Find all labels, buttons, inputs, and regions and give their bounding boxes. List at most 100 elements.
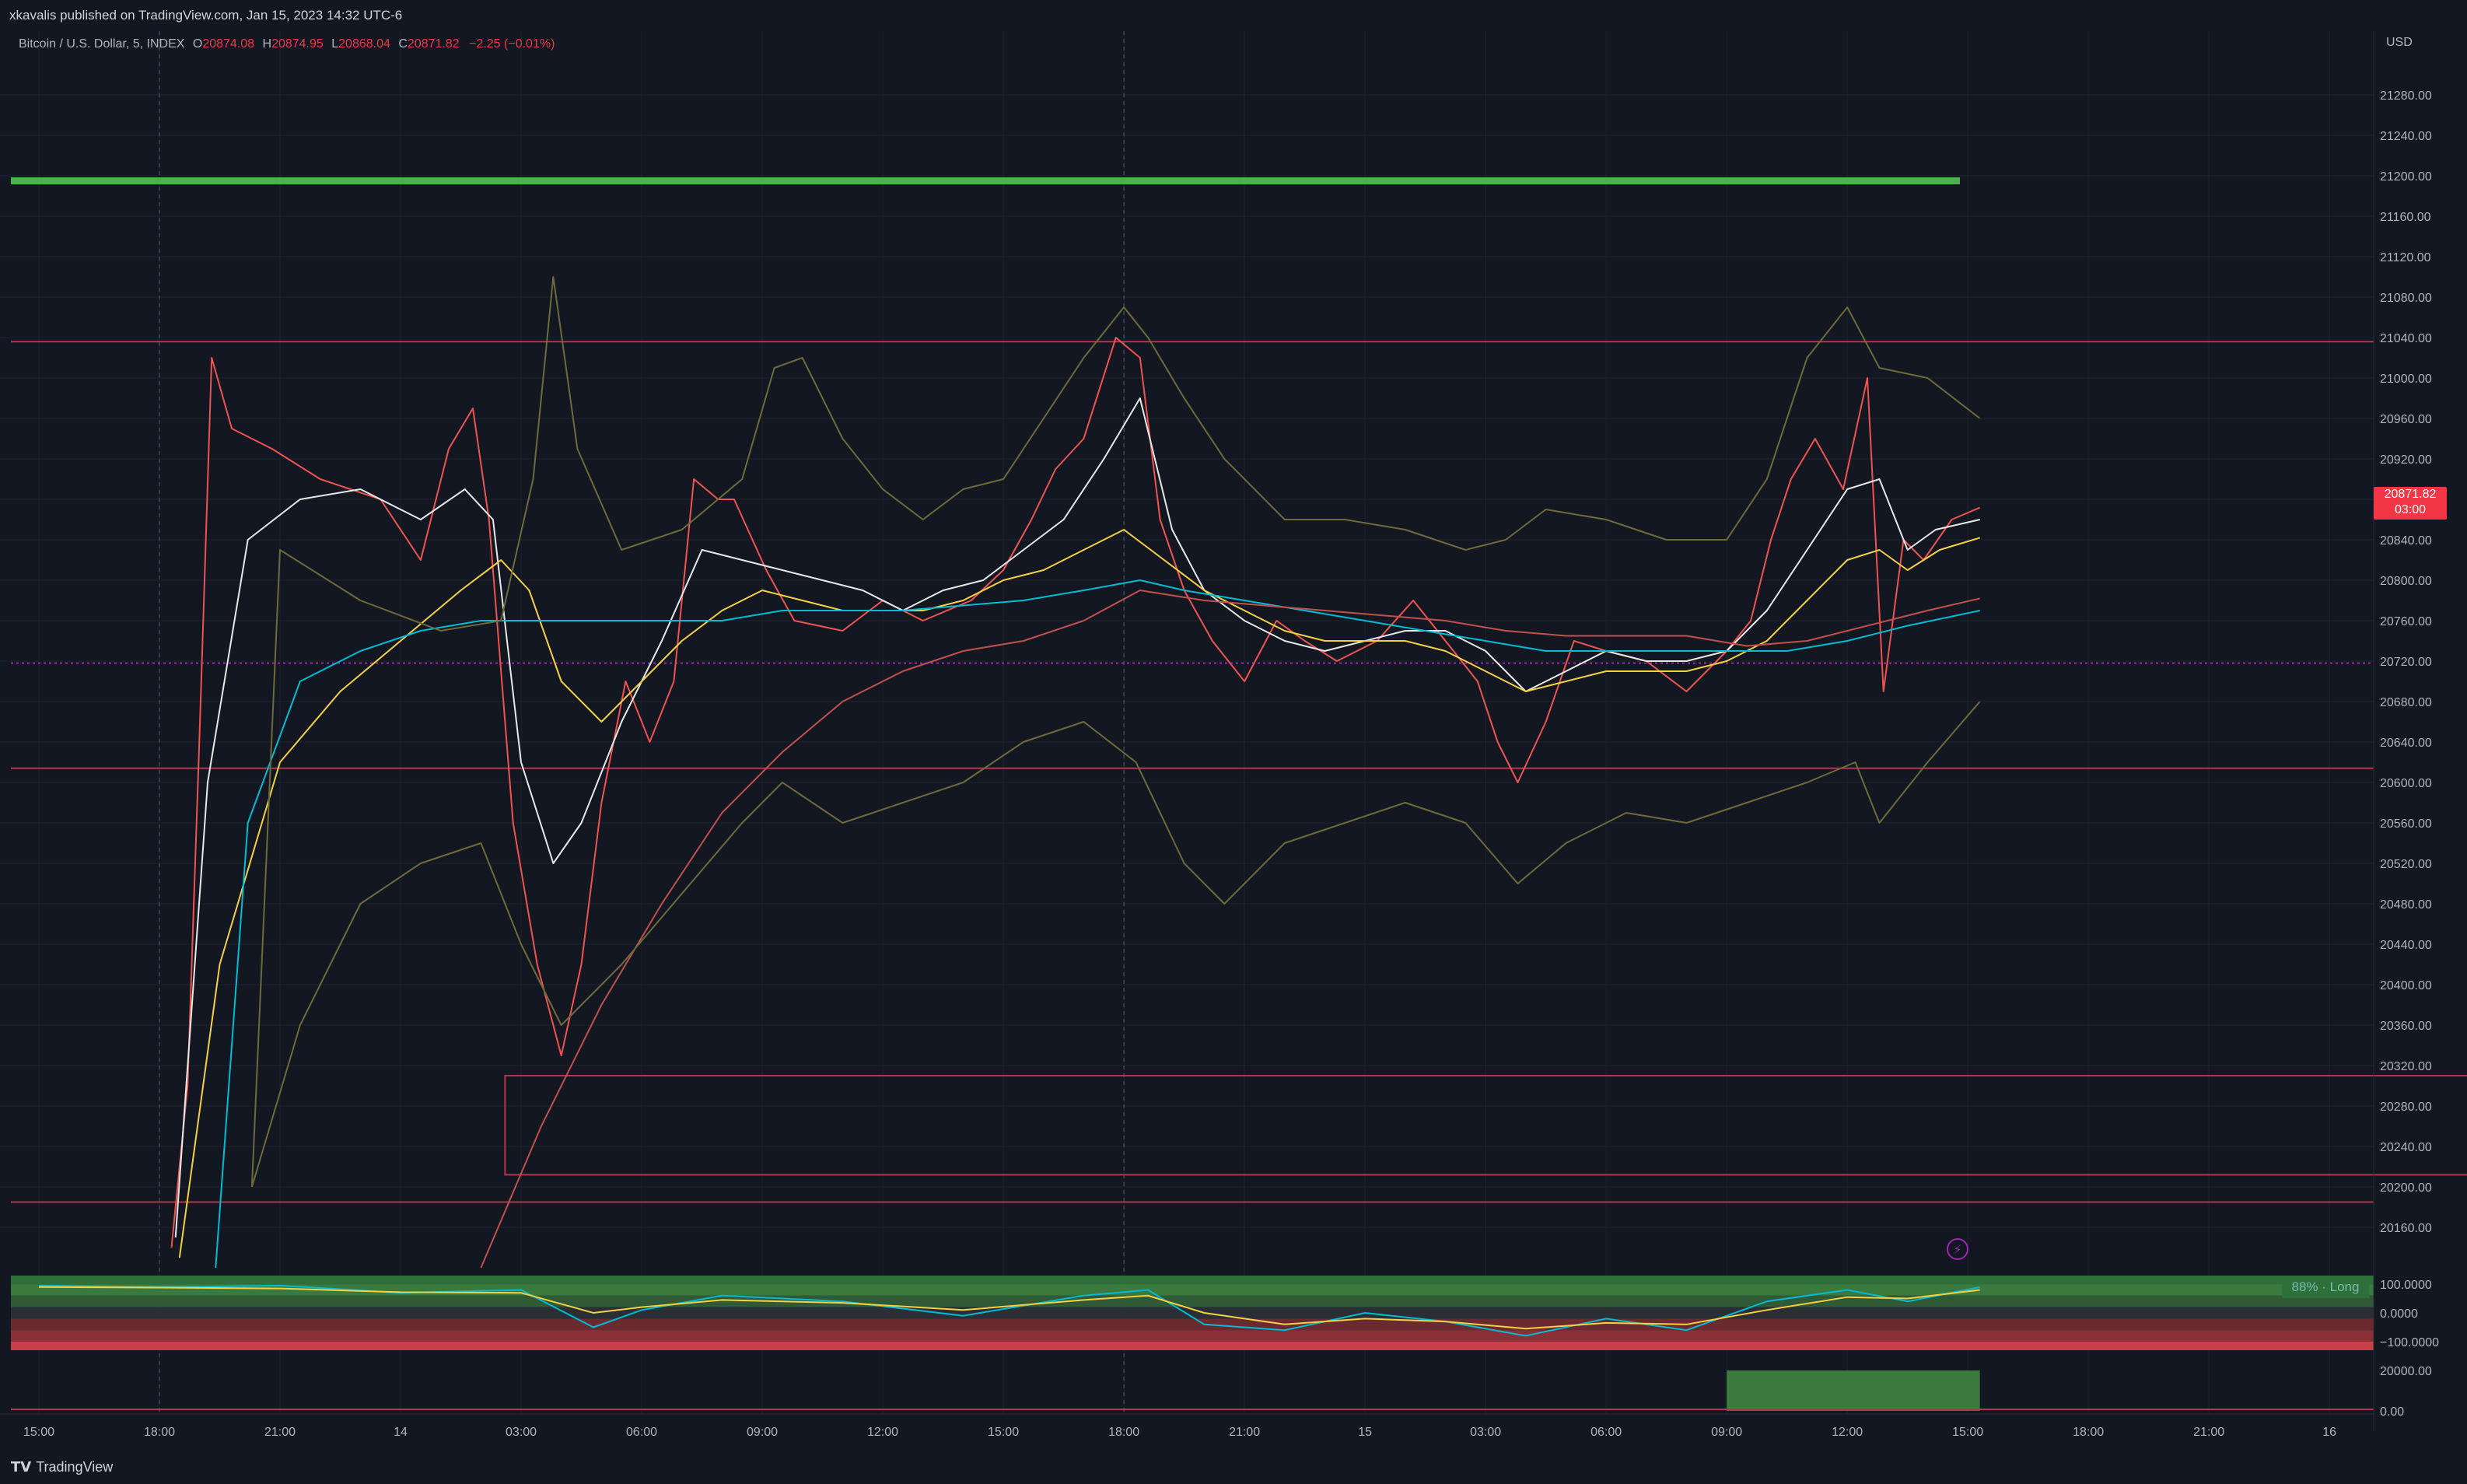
price-tick-label: 21240.00 [2380, 130, 2432, 143]
oscillator-band [11, 1307, 2374, 1319]
time-tick-label: 21:00 [2193, 1426, 2224, 1439]
currency-label[interactable]: USD [2386, 36, 2413, 49]
oscillator-band [11, 1284, 2374, 1296]
price-tick-label: 20520.00 [2380, 858, 2432, 871]
series-line-3 [215, 579, 1980, 1269]
price-tick-label: 20320.00 [2380, 1060, 2432, 1073]
price-tick-label: 20920.00 [2380, 453, 2432, 467]
high-value: 20874.95 [271, 37, 324, 51]
price-tick-label: 20560.00 [2380, 817, 2432, 831]
price-tick-label: 21040.00 [2380, 332, 2432, 345]
low-label: L [331, 37, 339, 51]
oscillator-line-0 [38, 1284, 1980, 1337]
open-value: 20874.08 [202, 37, 255, 51]
time-tick-label: 12:00 [867, 1426, 898, 1439]
time-tick-label: 18:00 [1108, 1426, 1139, 1439]
brand-name: TradingView [36, 1459, 114, 1475]
price-tick-label: 20480.00 [2380, 898, 2432, 912]
volume-pane [11, 1370, 2374, 1411]
symbol-legend: Bitcoin / U.S. Dollar, 5, INDEX O20874.0… [19, 37, 555, 51]
price-tick-label: 20640.00 [2380, 737, 2432, 750]
price-tick-label: 20440.00 [2380, 939, 2432, 952]
price-tick-label: 21080.00 [2380, 292, 2432, 305]
oscillator-band [11, 1276, 2374, 1285]
price-tick-label: 20360.00 [2380, 1020, 2432, 1033]
oscillator-tick-label: 100.0000 [2380, 1279, 2432, 1292]
bar-countdown: 03:00 [2394, 503, 2427, 516]
volume-block [1727, 1370, 1980, 1411]
high-label: H [262, 37, 272, 51]
close-label: C [398, 37, 408, 51]
time-tick-label: 03:00 [506, 1426, 537, 1439]
tradingview-logo-icon: 𝗧𝗩 [11, 1459, 32, 1475]
time-tick-label: 21:00 [264, 1426, 296, 1439]
volume-tick-label: 0.00 [2380, 1405, 2404, 1419]
grid-lines [0, 31, 2374, 1414]
price-tick-label: 20240.00 [2380, 1141, 2432, 1154]
price-tick-label: 21160.00 [2380, 211, 2431, 224]
oscillator-signal-label: 88% · Long [2282, 1276, 2369, 1298]
last-price-value: 20871.82 [2384, 488, 2437, 501]
alert-icon[interactable] [1947, 1238, 1968, 1260]
open-label: O [192, 37, 203, 51]
price-tick-label: 20840.00 [2380, 534, 2432, 548]
oscillator-band [11, 1330, 2374, 1342]
footer-bar [0, 1453, 2467, 1484]
price-tick-label: 20400.00 [2380, 979, 2432, 992]
tradingview-logo[interactable]: 𝗧𝗩 TradingView [11, 1459, 113, 1475]
price-tick-label: 20960.00 [2380, 413, 2432, 426]
time-tick-label: 18:00 [2073, 1426, 2104, 1439]
series-line-1 [174, 397, 1980, 1238]
time-tick-label: 09:00 [1711, 1426, 1742, 1439]
oscillator-band [11, 1318, 2374, 1331]
price-tick-label: 21120.00 [2380, 251, 2431, 264]
time-tick-label: 09:00 [747, 1426, 778, 1439]
price-tick-label: 20200.00 [2380, 1181, 2432, 1195]
demand-zone [504, 1075, 2467, 1176]
price-tick-label: 20280.00 [2380, 1101, 2432, 1114]
alert-icon-glyph: ⚡ [1953, 1242, 1961, 1257]
time-tick-label: 03:00 [1470, 1426, 1501, 1439]
oscillator-pane [11, 1276, 2374, 1350]
price-tick-label: 20720.00 [2380, 656, 2432, 669]
horizontal-levels [11, 177, 2467, 1203]
time-tick-label: 06:00 [1590, 1426, 1622, 1439]
oscillator-tick-label: −100.0000 [2380, 1336, 2439, 1349]
price-tick-label: 20160.00 [2380, 1222, 2432, 1235]
price-tick-label: 20800.00 [2380, 575, 2432, 588]
price-tick-label: 20760.00 [2380, 615, 2432, 628]
time-tick-label: 12:00 [1832, 1426, 1863, 1439]
top-bar [0, 0, 2467, 31]
time-tick-label: 15:00 [23, 1426, 54, 1439]
oscillator-line-1 [38, 1286, 1980, 1330]
time-tick-label: 15 [1358, 1426, 1372, 1439]
price-tick-label: 21000.00 [2380, 373, 2432, 386]
time-tick-label: 15:00 [988, 1426, 1019, 1439]
price-tick-label: 20680.00 [2380, 696, 2432, 709]
oscillator-band [11, 1295, 2374, 1307]
time-tick-label: 15:00 [1952, 1426, 1983, 1439]
series-line-6 [250, 701, 1981, 1188]
series-line-4 [480, 590, 1980, 1269]
time-tick-label: 14 [394, 1426, 408, 1439]
price-tick-label: 21280.00 [2380, 89, 2432, 103]
change-value: −2.25 (−0.01%) [469, 37, 555, 51]
volume-tick-label: 20000.00 [2380, 1365, 2432, 1378]
price-tick-label: 21200.00 [2380, 170, 2432, 184]
price-tick-label: 20600.00 [2380, 777, 2432, 790]
time-tick-label: 18:00 [144, 1426, 175, 1439]
symbol-name: Bitcoin / U.S. Dollar, 5, INDEX [19, 37, 185, 51]
time-tick-label: 21:00 [1229, 1426, 1260, 1439]
time-tick-label: 16 [2322, 1426, 2336, 1439]
oscillator-tick-label: 0.0000 [2380, 1307, 2418, 1321]
close-value: 20871.82 [407, 37, 460, 51]
last-price-tag: 20871.82 03:00 [2374, 487, 2447, 520]
published-caption: xkavalis published on TradingView.com, J… [9, 8, 403, 23]
series-line-5 [250, 276, 1981, 1188]
series-line-0 [170, 337, 1981, 1248]
price-series [170, 276, 1981, 1269]
low-value: 20868.04 [338, 37, 390, 51]
oscillator-band [11, 1341, 2374, 1350]
time-tick-label: 06:00 [626, 1426, 657, 1439]
